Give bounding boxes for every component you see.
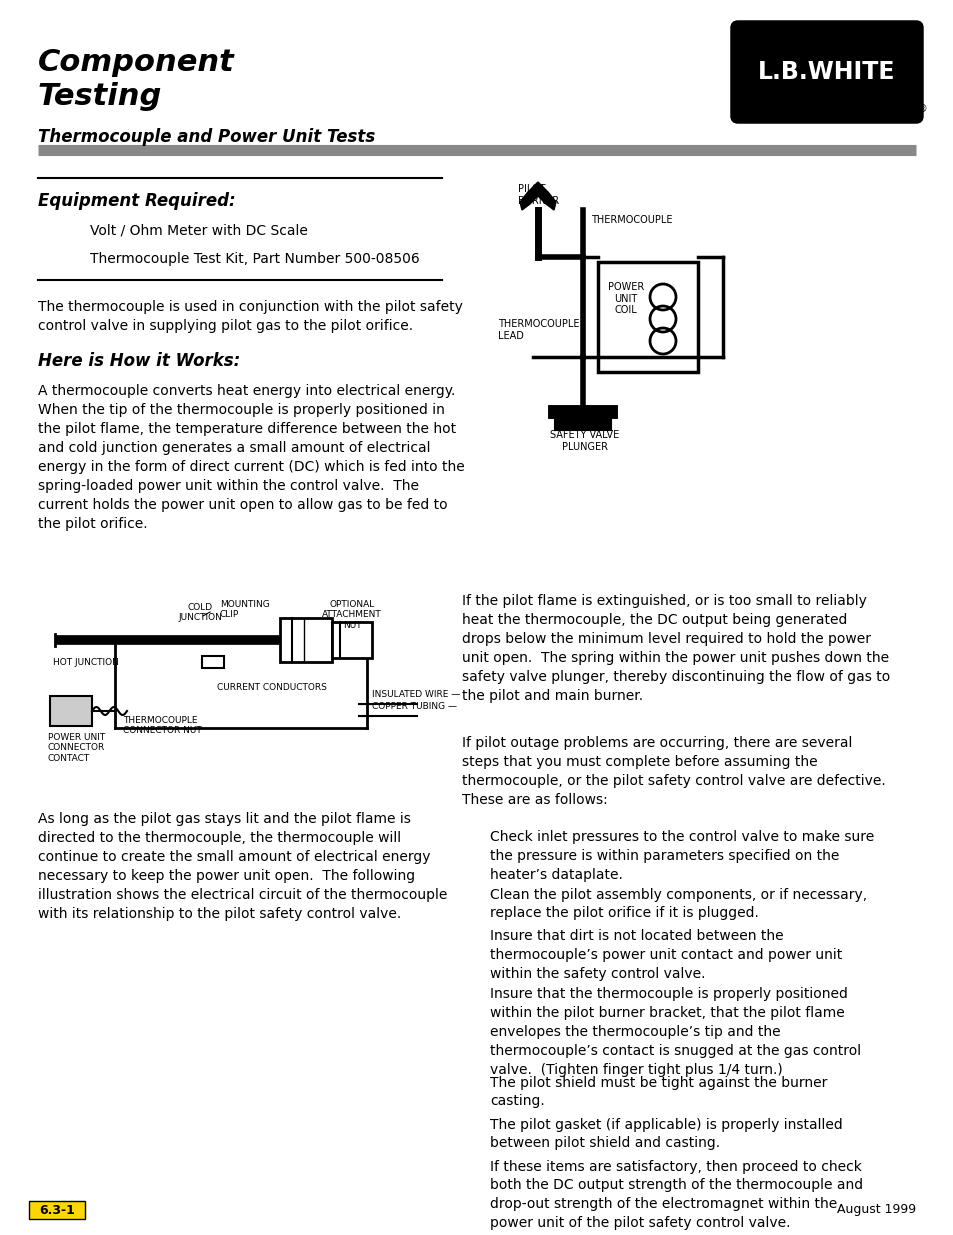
Text: THERMOCOUPLE
CONNECTOR NUT: THERMOCOUPLE CONNECTOR NUT [123,716,201,735]
Text: OPTIONAL
ATTACHMENT
NUT: OPTIONAL ATTACHMENT NUT [322,600,381,630]
Text: Clean the pilot assembly components, or if necessary,
replace the pilot orifice : Clean the pilot assembly components, or … [490,888,866,920]
Bar [50,697,91,726]
Text: If the pilot flame is extinguished, or is too small to reliably
heat the thermoc: If the pilot flame is extinguished, or i… [461,594,889,703]
Text: Thermocouple Test Kit, Part Number 500-08506: Thermocouple Test Kit, Part Number 500-0… [90,252,419,266]
Text: PILOT
BURNER: PILOT BURNER [517,184,558,205]
Text: The thermocouple is used in conjunction with the pilot safety
control valve in s: The thermocouple is used in conjunction … [38,300,462,333]
Text: POWER UNIT
CONNECTOR
CONTACT: POWER UNIT CONNECTOR CONTACT [48,734,105,763]
Text: Insure that dirt is not located between the
thermocouple’s power unit contact an: Insure that dirt is not located between … [490,930,841,982]
Text: If these items are satisfactory, then proceed to check
both the DC output streng: If these items are satisfactory, then pr… [490,1160,862,1230]
Bar [332,622,372,658]
Text: SAFETY VALVE
PLUNGER: SAFETY VALVE PLUNGER [550,430,619,452]
Text: Volt / Ohm Meter with DC Scale: Volt / Ohm Meter with DC Scale [90,224,308,238]
Text: 6.3-1: 6.3-1 [39,1203,75,1216]
Bar [280,618,332,662]
Text: Component: Component [38,48,234,77]
Text: THERMOCOUPLE
LEAD: THERMOCOUPLE LEAD [497,319,578,341]
Text: ®: ® [917,104,926,114]
Text: COPPER TUBING —: COPPER TUBING — [372,701,456,711]
Text: If pilot outage problems are occurring, there are several
steps that you must co: If pilot outage problems are occurring, … [461,736,884,806]
Bar [555,412,610,430]
Bar [598,262,698,372]
Text: MOUNTING
CLIP: MOUNTING CLIP [220,600,270,620]
FancyBboxPatch shape [731,22,921,122]
Text: CURRENT CONDUCTORS: CURRENT CONDUCTORS [217,683,327,692]
Text: Testing: Testing [38,82,162,111]
Text: Here is How it Works:: Here is How it Works: [38,352,240,370]
Text: POWER
UNIT
COIL: POWER UNIT COIL [607,282,643,315]
Text: Check inlet pressures to the control valve to make sure
the pressure is within p: Check inlet pressures to the control val… [490,830,873,882]
Text: The pilot gasket (if applicable) is properly installed
between pilot shield and : The pilot gasket (if applicable) is prop… [490,1118,841,1151]
Text: COLD
JUNCTION: COLD JUNCTION [178,603,222,622]
Text: Equipment Required:: Equipment Required: [38,191,235,210]
Text: INSULATED WIRE —: INSULATED WIRE — [372,690,459,699]
Text: HOT JUNCTION: HOT JUNCTION [53,658,119,667]
Text: Thermocouple and Power Unit Tests: Thermocouple and Power Unit Tests [38,128,375,146]
Polygon shape [519,182,556,210]
Text: L.B.WHITE: L.B.WHITE [758,61,895,84]
Text: Insure that the thermocouple is properly positioned
within the pilot burner brac: Insure that the thermocouple is properly… [490,987,861,1077]
Text: A thermocouple converts heat energy into electrical energy.
When the tip of the : A thermocouple converts heat energy into… [38,384,464,531]
FancyBboxPatch shape [29,1200,85,1219]
Text: The pilot shield must be tight against the burner
casting.: The pilot shield must be tight against t… [490,1076,826,1109]
Text: August 1999: August 1999 [836,1203,915,1216]
Bar [202,656,224,668]
Text: As long as the pilot gas stays lit and the pilot flame is
directed to the thermo: As long as the pilot gas stays lit and t… [38,811,447,921]
Text: THERMOCOUPLE: THERMOCOUPLE [590,215,672,225]
